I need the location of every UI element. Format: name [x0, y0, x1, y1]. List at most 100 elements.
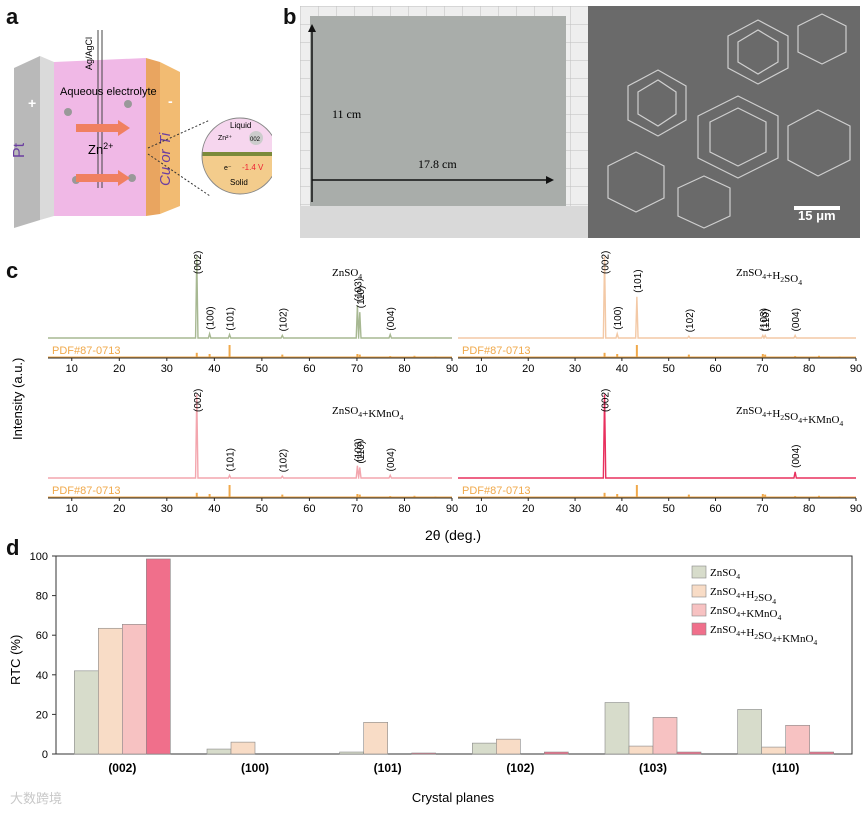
x-tick-label: 70	[756, 503, 768, 515]
x-tick-label: 20	[522, 503, 534, 515]
x-tick-label: 10	[475, 503, 487, 515]
x-tick-label: 50	[663, 503, 675, 515]
scale-label: 15 μm	[798, 208, 836, 223]
x-tick-label: 60	[303, 503, 315, 515]
legend-label: ZnSO4	[710, 567, 740, 581]
x-tick-label: 30	[161, 363, 173, 375]
x-tick-label: 50	[663, 363, 675, 375]
pt-electrode-face	[40, 56, 54, 220]
x-tick-label: 50	[256, 363, 268, 375]
peak-label: (102)	[278, 308, 289, 331]
bar	[761, 746, 786, 755]
electrolyte-label: Aqueous electrolyte	[60, 86, 157, 98]
peak-label: (100)	[206, 306, 217, 329]
peak-label: (102)	[278, 449, 289, 472]
peak-label: (103)	[759, 308, 770, 331]
inset-ion-label: Zn²⁺	[218, 135, 233, 142]
category-label: (101)	[374, 761, 402, 775]
legend-swatch	[691, 565, 707, 579]
peak-label: (101)	[226, 448, 237, 471]
y-axis-label: Intensity (a.u.)	[10, 358, 25, 440]
bar	[98, 627, 123, 755]
bar	[122, 624, 147, 755]
panel-label-c: c	[6, 258, 19, 283]
bar	[472, 742, 497, 755]
bar	[676, 751, 702, 755]
ion-flow-arrows	[76, 120, 130, 186]
series-name: ZnSO4+KMnO4	[332, 405, 404, 422]
x-tick-label: 60	[303, 363, 315, 375]
peak-label: (102)	[685, 309, 696, 332]
peak-label: (002)	[601, 251, 612, 274]
panel-label-b: b	[283, 4, 297, 29]
x-tick-label: 30	[569, 503, 581, 515]
electrodeposition-schematic: Ag/AgCl Aqueous electrolyte Zn2+ Pt Cu o…	[11, 30, 272, 228]
x-tick-label: 90	[850, 363, 862, 375]
x-tick-label: 50	[256, 503, 268, 515]
ion-particle	[128, 174, 136, 182]
panel-label-d: d	[6, 535, 20, 560]
minus-sign: -	[168, 93, 173, 109]
x-tick-label: 30	[161, 503, 173, 515]
x-tick-label: 80	[803, 503, 815, 515]
x-axis-label: 2θ (deg.)	[425, 527, 481, 543]
bar	[411, 752, 436, 755]
ref-electrode-label: Ag/AgCl	[84, 37, 94, 70]
legend-swatch	[691, 622, 707, 636]
reference-label: PDF#87-0713	[462, 485, 531, 497]
height-label: 11 cm	[332, 107, 362, 121]
x-tick-label: 60	[709, 503, 721, 515]
legend-label: ZnSO4+H2SO4	[710, 586, 776, 606]
interface-inset	[202, 118, 272, 194]
x-tick-label: 80	[803, 363, 815, 375]
xrd-trace-0	[48, 256, 452, 339]
electrolyte-body	[54, 58, 146, 216]
arrow-head	[546, 176, 554, 184]
x-tick-label: 20	[113, 503, 125, 515]
inset-border	[201, 117, 272, 195]
reference-label: PDF#87-0713	[52, 345, 121, 357]
bar	[544, 751, 569, 755]
peak-label: (004)	[791, 308, 802, 331]
arrow-head	[308, 24, 316, 32]
bar	[737, 709, 762, 755]
category-label: (102)	[506, 761, 534, 775]
inset-voltage-label: -1.4 V	[242, 163, 264, 172]
cu-ti-label: Cu or Ti	[157, 132, 174, 186]
bar	[652, 717, 678, 755]
legend-label: ZnSO4+H2SO4+KMnO4	[710, 624, 817, 647]
x-tick-label: 90	[850, 503, 862, 515]
pt-label: Pt	[11, 142, 28, 158]
ruler	[300, 206, 588, 238]
cu-electrode-face	[146, 58, 160, 216]
xrd-trace-1	[458, 256, 856, 339]
y-tick-label: 80	[36, 591, 48, 603]
x-tick-label: 90	[446, 363, 458, 375]
xrd-chart: Intensity (a.u.) 2θ (deg.) (002) (100) (101)…	[10, 251, 862, 543]
bar	[146, 558, 171, 755]
deposited-foil-photo: 11 cm 17.8 cm	[300, 6, 588, 238]
sem-image: 15 μm	[588, 6, 860, 238]
x-tick-label: 10	[66, 363, 78, 375]
y-tick-label: 0	[42, 749, 48, 761]
x-tick-label: 40	[208, 503, 220, 515]
x-tick-label: 70	[351, 503, 363, 515]
bar	[206, 748, 232, 755]
peak-label: (004)	[386, 307, 397, 330]
watermark: 大数跨境	[10, 791, 63, 806]
category-label: (103)	[639, 761, 667, 775]
panel-label-a: a	[6, 4, 19, 29]
y-axis-label: RTC (%)	[8, 635, 23, 685]
inset-electron-label: e⁻	[224, 165, 232, 172]
bar	[628, 745, 654, 755]
peak-label: (002)	[193, 251, 204, 274]
y-tick-label: 100	[30, 551, 48, 563]
plus-sign: +	[28, 95, 36, 111]
peak-label: (110)	[356, 286, 367, 309]
bar	[785, 724, 810, 755]
inset-solid-label: Solid	[230, 178, 248, 187]
bar	[339, 751, 364, 755]
peak-label: (101)	[633, 269, 644, 292]
x-tick-label: 80	[398, 363, 410, 375]
peak-label: (004)	[386, 448, 397, 471]
